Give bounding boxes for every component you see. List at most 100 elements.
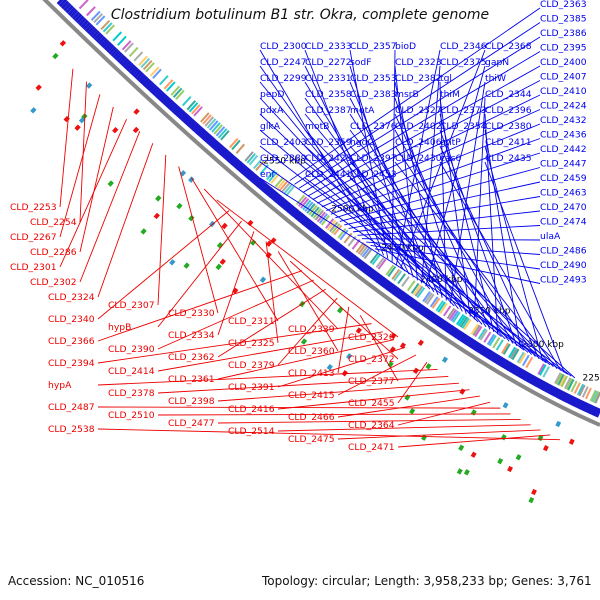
forward-gene-label: CLD_2375 [440, 57, 487, 68]
forward-gene-label: CLD_2447 [540, 159, 587, 170]
reverse-cds [112, 127, 119, 134]
gc-stripe [565, 378, 573, 390]
forward-cds [497, 356, 505, 367]
forward-gene-label: CLD_2323 [395, 57, 442, 68]
forward-gene-label: CLD_2402 [395, 121, 442, 132]
forward-cds [193, 124, 202, 134]
gc-stripe [121, 40, 132, 51]
forward-cds [129, 66, 138, 75]
forward-leader [344, 181, 541, 226]
forward-gene-label: CLD_2441 [305, 169, 352, 180]
reverse-cds [399, 342, 407, 349]
reverse-gene-label: CLD_2330 [168, 308, 215, 319]
gc-content-ring [78, 0, 600, 404]
forward-cds [290, 208, 299, 217]
forward-cds [517, 368, 526, 379]
gc-stripe [439, 302, 448, 314]
forward-cds [450, 327, 458, 337]
gc-stripe [539, 364, 547, 376]
forward-cds [69, 9, 79, 18]
reverse-gene-label: CLD_2364 [348, 420, 395, 431]
forward-cds [349, 255, 358, 265]
forward-leader [366, 241, 541, 255]
gc-stripe [175, 89, 185, 100]
reverse-cds [85, 82, 93, 89]
forward-cds [182, 115, 192, 124]
reverse-cds [153, 212, 160, 220]
forward-cds [195, 126, 204, 135]
gc-stripe [472, 324, 481, 336]
forward-cds [116, 54, 126, 63]
forward-cds [545, 384, 553, 394]
forward-cds [222, 150, 232, 160]
gc-stripe [112, 31, 123, 42]
gc-stripe [255, 160, 265, 171]
forward-cds [76, 15, 85, 25]
gc-stripe [339, 229, 349, 241]
forward-leader [304, 161, 551, 366]
forward-cds [172, 106, 182, 115]
forward-cds [219, 147, 228, 157]
map-title: Clostridium botulinum B1 str. Okra, comp… [110, 7, 490, 23]
gc-stripe [86, 6, 96, 17]
gc-stripe [563, 377, 572, 389]
forward-cds [381, 279, 390, 289]
reverse-cds [183, 262, 190, 269]
forward-cds [176, 109, 186, 119]
gc-stripe [414, 285, 424, 297]
forward-leader [439, 145, 540, 359]
gc-stripe [371, 254, 381, 266]
forward-cds [286, 205, 295, 214]
reverse-cds [341, 370, 348, 377]
forward-cds [543, 383, 551, 393]
forward-cds [542, 382, 550, 392]
forward-cds [425, 310, 433, 320]
forward-gene-label: glkA [260, 121, 281, 132]
gc-stripe [337, 227, 347, 239]
forward-leader [294, 22, 541, 185]
forward-cds [292, 209, 301, 219]
forward-cds [546, 384, 554, 395]
gc-stripe [492, 337, 501, 349]
forward-cds [355, 259, 364, 269]
gc-stripe [456, 314, 465, 326]
forward-cds [252, 176, 261, 185]
gc-stripe [592, 391, 600, 403]
reverse-leader [337, 429, 541, 440]
forward-cds [104, 42, 113, 51]
forward-gene-label: CLD_2389 [260, 153, 307, 164]
reverse-leader [277, 424, 531, 432]
forward-cds [207, 136, 216, 146]
forward-gene-label: tgl [440, 73, 452, 84]
forward-cds [487, 351, 496, 361]
gc-stripe [152, 68, 162, 79]
forward-cds [127, 64, 136, 73]
forward-cds [554, 388, 562, 399]
forward-cds [230, 157, 240, 167]
forward-gene-label: gntP [440, 137, 461, 148]
forward-cds [320, 232, 329, 242]
forward-cds [351, 256, 360, 266]
forward-cds [364, 266, 373, 276]
forward-leader [439, 113, 495, 332]
gc-stripe [105, 24, 115, 35]
forward-gene-label: CLD_2359 [305, 137, 352, 148]
forward-cds [65, 5, 74, 14]
forward-cds [593, 407, 600, 417]
forward-cds [465, 336, 473, 347]
forward-cds [298, 214, 307, 224]
reverse-leader [79, 81, 87, 223]
forward-cds [313, 226, 322, 236]
forward-cds [267, 189, 276, 198]
forward-cds [408, 298, 416, 308]
reverse-cds [176, 202, 183, 210]
forward-gene-label: CLD_2407 [540, 72, 587, 83]
gc-stripe [567, 379, 575, 391]
forward-cds [366, 267, 374, 277]
forward-cds [578, 400, 585, 410]
forward-cds [234, 161, 243, 170]
reverse-gene-label: CLD_2413 [288, 368, 335, 379]
gc-stripe [163, 79, 174, 90]
forward-gene-label: CLD_2344 [485, 89, 532, 100]
reverse-cds [441, 356, 449, 363]
